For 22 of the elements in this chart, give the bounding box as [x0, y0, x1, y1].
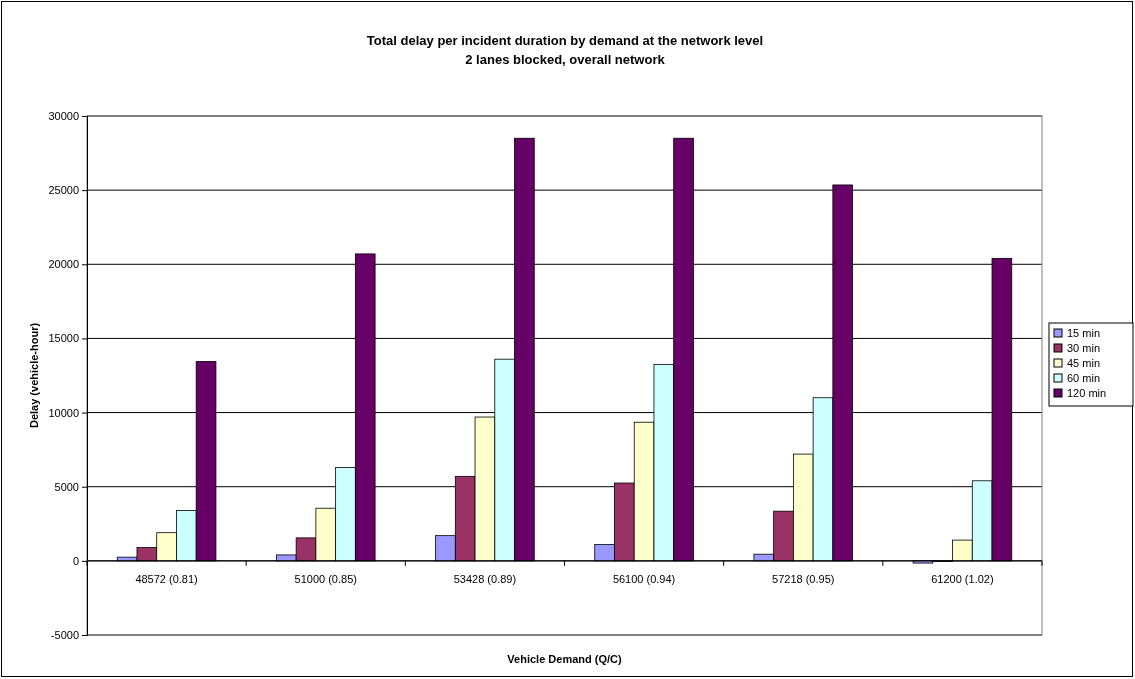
y-tick-label: 15000	[48, 332, 79, 345]
legend-label: 30 min	[1067, 342, 1101, 354]
y-tick-label: 20000	[48, 258, 79, 271]
y-tick-label: 25000	[48, 184, 79, 197]
x-tick-label: 61200 (1.02)	[931, 572, 994, 585]
y-tick-label: -5000	[50, 629, 79, 642]
y-tick-label: 0	[72, 554, 79, 567]
x-tick-label: 56100 (0.94)	[612, 572, 676, 585]
y-tick-label: 5000	[54, 480, 79, 493]
y-axis-title: Delay (vehicle-hour)	[28, 322, 40, 429]
x-tick-label: 51000 (0.85)	[294, 572, 357, 585]
x-axis-title: Vehicle Demand (Q/C)	[507, 653, 622, 665]
x-tick-label: 53428 (0.89)	[453, 572, 517, 585]
legend-label: 60 min	[1067, 372, 1101, 384]
x-tick-label: 48572 (0.81)	[135, 572, 198, 585]
legend-label: 45 min	[1067, 357, 1101, 369]
chart-title: Total delay per incident duration by demand at the network level 2 lanes blocked, overall network	[366, 33, 764, 67]
y-tick-label: 30000	[48, 110, 79, 123]
legend-label: 15 min	[1067, 327, 1101, 339]
legend-label: 120 min	[1067, 387, 1107, 399]
x-tick-label: 57218 (0.95)	[772, 572, 835, 585]
y-tick-label: 10000	[48, 406, 79, 419]
